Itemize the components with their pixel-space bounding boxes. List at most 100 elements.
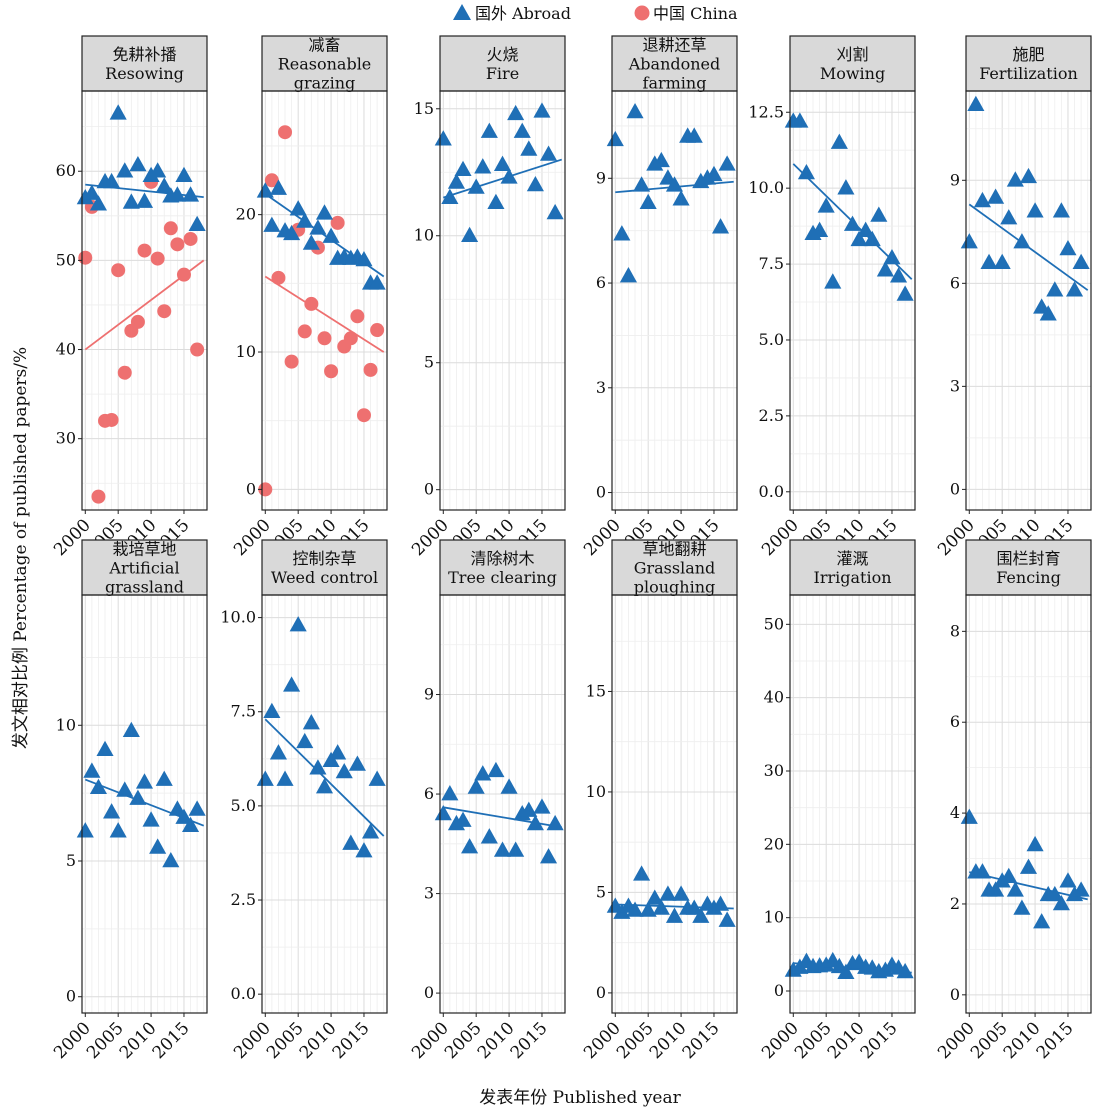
point-abroad — [434, 130, 452, 146]
point-abroad — [896, 962, 914, 979]
point-china — [170, 237, 185, 252]
legend-marker-abroad — [453, 4, 471, 20]
point-abroad — [1059, 239, 1077, 256]
x-tick-label: 2010 — [1000, 1018, 1045, 1063]
point-abroad — [520, 140, 538, 156]
y-tick-label: 9 — [424, 685, 434, 704]
trend-line-china — [264, 275, 385, 353]
point-abroad — [109, 822, 127, 838]
point-abroad — [182, 186, 200, 202]
point-abroad — [263, 702, 281, 719]
y-tick-label: 0 — [424, 480, 434, 499]
panel-title-en: Artificial — [108, 559, 179, 578]
point-china — [304, 296, 319, 311]
x-tick-label: 2010 — [646, 1018, 691, 1063]
panel-title-en: Mowing — [820, 64, 885, 83]
data-points — [434, 761, 564, 864]
x-tick-label: 2005 — [441, 1018, 486, 1063]
point-abroad — [296, 732, 314, 749]
y-tick-label: 2.5 — [231, 890, 256, 909]
y-tick-label: 3 — [596, 378, 606, 397]
x-tick-label: 2015 — [857, 1018, 902, 1063]
point-abroad — [289, 616, 307, 632]
point-abroad — [692, 907, 710, 923]
panel-title-en: Resowing — [105, 64, 184, 83]
point-abroad — [1033, 913, 1051, 929]
y-tick-label: 6 — [950, 712, 960, 731]
point-abroad — [973, 863, 991, 879]
point-abroad — [1006, 171, 1024, 187]
y-tick-label: 9 — [596, 168, 606, 187]
point-abroad — [526, 814, 544, 831]
y-tick-label: 3 — [950, 376, 960, 395]
point-abroad — [507, 104, 525, 121]
panel-grid — [82, 91, 207, 510]
y-tick-label: 7.5 — [231, 702, 256, 721]
point-abroad — [296, 212, 314, 228]
y-tick-label: 9 — [950, 170, 960, 189]
x-tick-label: 2005 — [263, 1018, 308, 1063]
x-tick-label: 2000 — [934, 1018, 979, 1063]
y-tick-label: 10.0 — [220, 608, 256, 627]
panel-grid — [612, 91, 737, 510]
point-abroad — [1072, 881, 1090, 897]
y-tick-label: 30 — [56, 429, 76, 448]
point-abroad — [155, 177, 173, 193]
y-tick-label: 60 — [56, 161, 76, 180]
point-abroad — [540, 848, 558, 864]
point-abroad — [850, 230, 868, 247]
point-abroad — [685, 127, 703, 143]
point-abroad — [122, 193, 140, 209]
point-abroad — [685, 899, 703, 915]
panel-strip — [439, 35, 566, 92]
panel-grid — [966, 595, 1091, 1013]
point-abroad — [1039, 305, 1057, 321]
point-abroad — [1026, 835, 1044, 852]
y-tick-label: 8 — [950, 621, 960, 640]
point-abroad — [1026, 202, 1044, 218]
fit-lines — [443, 158, 562, 199]
panel-strip — [965, 35, 1092, 92]
point-abroad — [1006, 881, 1024, 897]
point-abroad — [168, 800, 186, 816]
point-abroad — [302, 234, 320, 250]
y-tick-label: 2.5 — [759, 406, 784, 425]
point-abroad — [967, 95, 985, 112]
x-tick-label: 2000 — [758, 1018, 803, 1063]
point-abroad — [335, 762, 353, 779]
y-tick-label: 10.0 — [748, 178, 784, 197]
y-tick-label: 15 — [586, 681, 606, 700]
point-abroad — [791, 112, 809, 128]
y-tick-label: 15 — [414, 99, 434, 118]
x-tick-label: 2015 — [1033, 1018, 1078, 1063]
point-abroad — [83, 762, 101, 778]
panel-title-en: Fertilization — [979, 64, 1078, 83]
x-tick-label: 2015 — [329, 1018, 374, 1063]
panel-frame — [965, 594, 1092, 1014]
panel-grid — [790, 91, 915, 510]
panel-title-cn: 施肥 — [1012, 45, 1044, 64]
y-tick-label: 10 — [414, 226, 434, 245]
panel-title-en: Weed control — [271, 568, 378, 587]
y-axis: 0.0 2.5 5.0 7.5 10.0 12.5 — [748, 102, 790, 501]
panel-frame — [965, 90, 1092, 511]
point-abroad — [103, 172, 121, 189]
point-abroad — [480, 122, 498, 138]
x-tick-label: 2005 — [967, 1018, 1012, 1063]
point-abroad — [322, 227, 340, 243]
y-tick-label: 0 — [774, 981, 784, 1000]
x-tick-label: 2015 — [679, 1018, 724, 1063]
point-china — [370, 323, 385, 338]
point-china — [264, 173, 279, 188]
y-tick-label: 0 — [246, 479, 256, 498]
y-tick-label: 5 — [596, 882, 606, 901]
point-abroad — [283, 224, 301, 241]
point-abroad — [837, 963, 855, 979]
y-tick-label: 50 — [764, 614, 784, 633]
point-abroad — [987, 881, 1005, 897]
point-china — [163, 221, 178, 236]
